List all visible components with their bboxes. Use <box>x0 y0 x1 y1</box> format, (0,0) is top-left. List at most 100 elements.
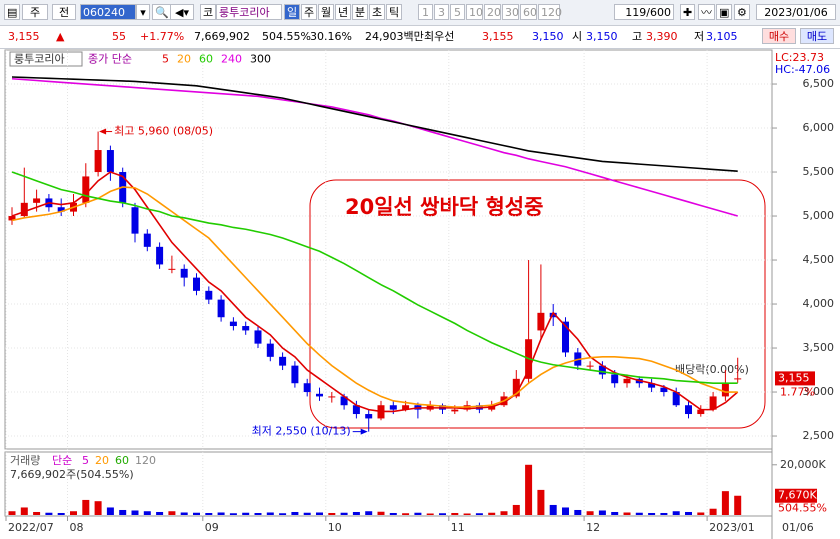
volume-legend-entry: 거래량 <box>10 454 40 467</box>
volume-bar <box>205 512 213 515</box>
period-button[interactable]: 월 <box>318 4 335 20</box>
low-note: 최저 2,550 (10/13) <box>252 425 351 438</box>
candle-body <box>685 405 692 415</box>
date-input[interactable]: 2023/01/06 <box>756 4 836 20</box>
last-price-box <box>775 371 815 386</box>
price-pane <box>4 49 773 450</box>
sell-button[interactable]: 매도 <box>800 28 834 44</box>
period-button[interactable]: 주 <box>301 4 318 20</box>
interval-button[interactable]: 120 <box>538 4 562 20</box>
candle-body <box>648 383 656 388</box>
candle-body <box>254 330 262 344</box>
count-input[interactable]: 119/600 <box>614 4 674 20</box>
open-label: 시 <box>572 30 583 43</box>
x-tick-label: 10 <box>328 521 342 534</box>
candle-body <box>389 405 397 410</box>
settings-icon[interactable]: ⚙ <box>734 4 750 20</box>
legend-entry: 5 <box>162 53 169 66</box>
volume-bar <box>611 511 619 515</box>
volume-bar <box>156 511 164 515</box>
volume-bar <box>512 504 520 515</box>
volume-subtitle: 7,669,902주(504.55%) <box>10 468 134 481</box>
y-tick-label: 4,000 <box>803 297 835 310</box>
volume-bar <box>537 489 545 515</box>
y-tick-label: 3,000 <box>803 385 835 398</box>
candle-body <box>328 396 336 398</box>
code-dropdown[interactable]: ▾ <box>136 4 150 20</box>
volume-bar <box>316 512 323 515</box>
volume-bar <box>242 512 250 515</box>
quote-bar: 3,155 ▲ 55 +1.77% 7,669,902 504.55% 30.1… <box>0 26 840 49</box>
x-tick-label: 2022/07 <box>8 521 54 534</box>
search-button[interactable]: 🔍 <box>152 4 172 20</box>
last-volume-label: 7,670K <box>778 489 817 502</box>
arrow: ▲ <box>56 30 65 43</box>
volume-bar <box>254 512 262 515</box>
ma-line <box>11 77 738 217</box>
volume-bar <box>106 507 114 515</box>
volume-bar <box>439 513 446 515</box>
legend-entry: 20 <box>177 53 191 66</box>
best-label: 최우선 <box>424 30 455 43</box>
turnover: 30.16% <box>310 30 352 43</box>
mode-select[interactable]: 전 <box>52 4 76 20</box>
mode-select[interactable]: 주 <box>22 4 48 20</box>
candle-body <box>623 378 631 384</box>
volume-bar <box>193 512 200 515</box>
interval-button[interactable]: 30 <box>502 4 519 20</box>
last-price-label: 3,155 <box>778 371 810 384</box>
volume-bar <box>574 509 582 515</box>
ma-line <box>11 186 738 408</box>
volume-bar <box>229 513 237 515</box>
interval-button[interactable]: 10 <box>466 4 483 20</box>
buy-button[interactable]: 매수 <box>762 28 796 44</box>
y-tick-label: 6,500 <box>803 77 835 90</box>
period-button[interactable]: 년 <box>335 4 352 20</box>
volume-bar <box>488 512 496 515</box>
volume-bar <box>598 510 606 515</box>
candle-body <box>193 277 200 291</box>
high-label: 고 <box>632 30 643 43</box>
hc-label: HC:-47.06 <box>775 63 830 76</box>
sound-button[interactable]: ◀▾ <box>170 4 194 20</box>
market-button[interactable]: 코 <box>200 4 217 20</box>
x-end-label: 01/06 <box>782 521 814 534</box>
volume-bar <box>685 511 692 515</box>
candle-body <box>660 387 668 393</box>
name-box-label: 룽투코리아 <box>14 53 65 66</box>
period-button[interactable]: 틱 <box>386 4 403 20</box>
candle-body <box>205 290 213 300</box>
dividend-note: 배당락(0.00%) <box>675 363 749 376</box>
code-input[interactable]: 060240 <box>80 4 136 20</box>
candle-body <box>611 374 619 384</box>
interval-button[interactable]: 5 <box>450 4 465 20</box>
legend-entry: 60 <box>199 53 213 66</box>
candle-body <box>365 414 373 419</box>
legend-prefix: 종가 단순 <box>88 53 132 66</box>
y-tick-label: 2,500 <box>803 429 835 442</box>
volume-bar <box>70 511 77 515</box>
period-button[interactable]: 초 <box>369 4 386 20</box>
menu-icon[interactable]: ▤ <box>4 4 21 20</box>
tool-icon[interactable]: ✚ <box>680 4 696 20</box>
period-button[interactable]: 분 <box>352 4 369 20</box>
save-icon[interactable]: ▣ <box>716 4 733 20</box>
interval-button[interactable]: 60 <box>520 4 537 20</box>
candle-body <box>721 383 729 397</box>
period-button[interactable]: 일 <box>284 4 301 20</box>
volume-bar <box>168 511 176 515</box>
interval-button[interactable]: 1 <box>418 4 433 20</box>
candle-body <box>156 246 164 265</box>
candle-body <box>549 312 557 318</box>
tool-icon[interactable]: 〰 <box>698 4 715 20</box>
volume-bar <box>672 511 680 515</box>
candle-body <box>168 268 176 270</box>
interval-button[interactable]: 20 <box>484 4 501 20</box>
volume-bar <box>266 512 274 515</box>
interval-button[interactable]: 3 <box>434 4 449 20</box>
volume-bar <box>402 513 410 515</box>
y-tick-label: 4,500 <box>803 253 835 266</box>
volume-legend-entry: 단순 <box>52 454 72 467</box>
candle-body <box>106 150 114 173</box>
volume-bar <box>328 512 336 515</box>
